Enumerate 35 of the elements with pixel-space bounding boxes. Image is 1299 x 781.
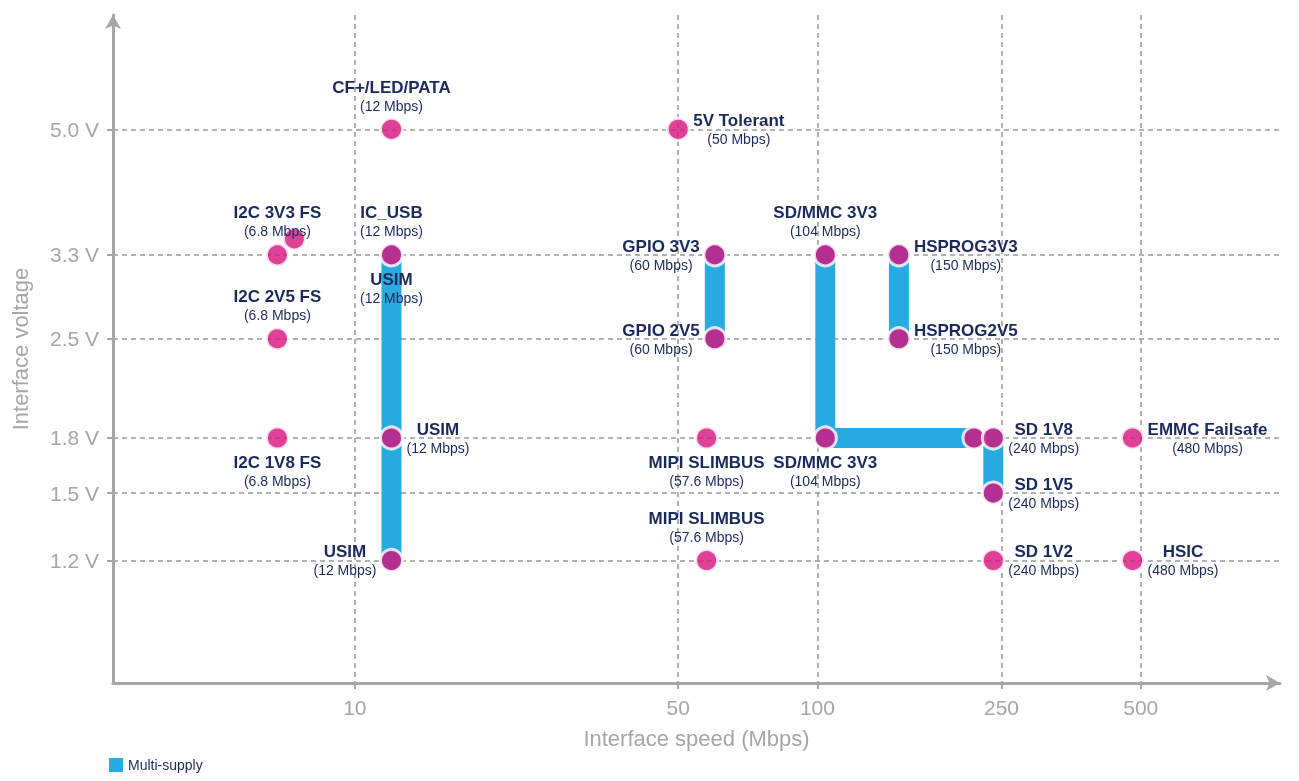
annotation: USIM (12 Mbps) bbox=[313, 542, 377, 579]
annotation: HSPROG3V3 (150 Mbps) bbox=[913, 236, 1018, 273]
annotation: HSIC (480 Mbps) bbox=[1147, 542, 1219, 579]
y-tick-label: 1.8 V bbox=[49, 426, 99, 450]
annotation: SD 1V2 (240 Mbps) bbox=[1008, 542, 1080, 579]
x-tick-label: 100 bbox=[799, 696, 835, 719]
annotation: MIPI SLIMBUS (57.6 Mbps) bbox=[648, 509, 765, 545]
annotation: SD 1V5 (240 Mbps) bbox=[1008, 475, 1080, 512]
annotation: USIM (12 Mbps) bbox=[406, 420, 470, 456]
annotation: I2C 3V3 FS (6.8 Mbps) bbox=[233, 203, 322, 240]
y-tick-label: 2.5 V bbox=[49, 327, 99, 351]
annotation: SD/MMC 3V3 (104 Mbps) bbox=[773, 203, 878, 240]
x-tick-label: 50 bbox=[666, 696, 690, 719]
annotation: EMMC Failsafe (480 Mbps) bbox=[1147, 420, 1268, 456]
annotation: MIPI SLIMBUS (57.6 Mbps) bbox=[648, 453, 765, 490]
y-tick-label: 1.5 V bbox=[49, 481, 99, 505]
y-tick-label: 3.3 V bbox=[49, 243, 99, 267]
y-axis-title: Interface voltage bbox=[7, 267, 33, 431]
annotation: I2C 1V8 FS (6.8 Mbps) bbox=[233, 453, 322, 490]
annotation: SD/MMC 3V3 (104 Mbps) bbox=[773, 453, 878, 490]
annotation: HSPROG2V5 (150 Mbps) bbox=[913, 320, 1018, 357]
annotation: SD 1V8 (240 Mbps) bbox=[1008, 420, 1080, 456]
x-tick-label: 250 bbox=[983, 696, 1020, 719]
x-axis-title: Interface speed (Mbps) bbox=[583, 725, 810, 751]
x-tick-label: 500 bbox=[1123, 696, 1159, 719]
y-tick-label: 5.0 V bbox=[49, 117, 99, 141]
x-tick-label: 10 bbox=[343, 696, 367, 719]
y-tick-label: 1.2 V bbox=[49, 549, 99, 572]
annotation: GPIO 2V5 (60 Mbps) bbox=[622, 320, 700, 357]
annotation: GPIO 3V3 (60 Mbps) bbox=[622, 236, 700, 273]
annotation: IC_USB (12 Mbps) bbox=[359, 203, 424, 240]
annotation: CF+/LED/PATA (12 Mbps) bbox=[332, 77, 451, 114]
annotation: 5V Tolerant (50 Mbps) bbox=[693, 111, 785, 148]
legend-label: Multi-supply bbox=[128, 757, 203, 773]
annotation: I2C 2V5 FS (6.8 Mbps) bbox=[233, 287, 322, 324]
